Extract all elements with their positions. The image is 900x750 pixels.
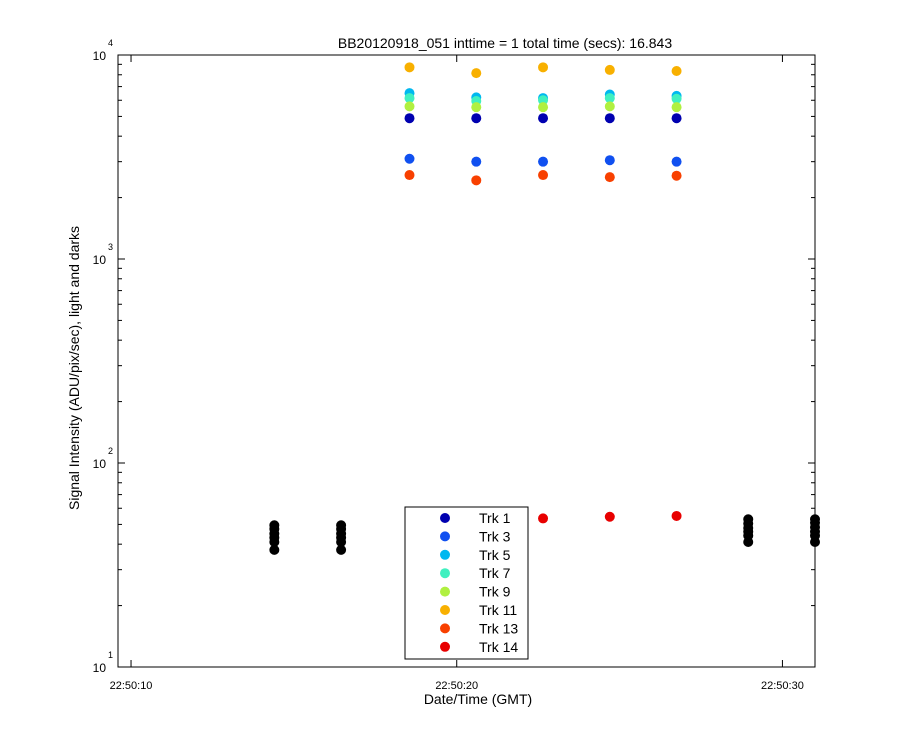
point-trk-1 — [671, 113, 682, 124]
legend-marker-trk-5 — [440, 549, 450, 560]
x-tick-label: 22:50:10 — [110, 680, 153, 692]
legend-label-trk-7: Trk 7 — [479, 565, 511, 581]
y-tick-exponent: 2 — [108, 446, 113, 456]
point-trk-11 — [604, 64, 615, 75]
dark-point — [743, 536, 754, 547]
point-trk-3 — [604, 155, 615, 166]
point-trk-7 — [404, 93, 415, 104]
point-trk-9 — [604, 101, 615, 112]
y-tick-label: 10 — [93, 49, 107, 63]
point-trk-11 — [671, 65, 682, 76]
point-trk-14 — [604, 511, 615, 522]
legend-label-trk-1: Trk 1 — [479, 510, 511, 526]
x-tick-label: 22:50:30 — [761, 680, 804, 692]
dark-point — [336, 536, 347, 547]
legend-label-trk-13: Trk 13 — [479, 620, 518, 636]
legend-marker-trk-7 — [440, 568, 450, 579]
y-tick-label: 10 — [93, 253, 107, 267]
point-trk-11 — [471, 68, 482, 79]
point-trk-9 — [471, 102, 482, 113]
point-trk-9 — [671, 102, 682, 113]
point-trk-14 — [538, 513, 549, 524]
legend-label-trk-5: Trk 5 — [479, 547, 511, 563]
point-trk-3 — [538, 156, 549, 167]
legend-label-trk-9: Trk 9 — [479, 584, 511, 600]
point-trk-14 — [671, 510, 682, 521]
point-trk-13 — [604, 172, 615, 183]
y-tick-exponent: 1 — [108, 650, 113, 660]
point-trk-13 — [538, 170, 549, 181]
point-trk-1 — [604, 113, 615, 124]
point-trk-1 — [538, 113, 549, 124]
y-tick-exponent: 3 — [108, 242, 113, 252]
legend-marker-trk-3 — [440, 531, 450, 542]
legend: Trk 1 Trk 3 Trk 5 Trk 7 Trk 9 Trk 11 Trk 13 Trk… — [404, 506, 529, 660]
point-trk-3 — [671, 156, 682, 167]
plot-frame — [117, 54, 816, 668]
legend-marker-trk-13 — [440, 623, 450, 634]
legend-marker-trk-11 — [440, 605, 450, 615]
point-trk-1 — [471, 113, 482, 124]
point-trk-11 — [404, 62, 415, 73]
legend-marker-trk-1 — [440, 513, 450, 523]
dark-point — [336, 544, 347, 555]
legend-label-trk-14: Trk 14 — [479, 639, 518, 655]
legend-box — [404, 506, 529, 660]
data-points — [269, 62, 820, 555]
point-trk-11 — [538, 62, 549, 73]
y-tick-label: 10 — [93, 457, 107, 471]
point-trk-7 — [604, 93, 615, 104]
dark-point — [269, 544, 280, 555]
point-trk-9 — [404, 101, 415, 112]
y-axis-label: Signal Intensity (ADU/pix/sec), light an… — [66, 226, 82, 510]
legend-marker-trk-9 — [440, 586, 450, 597]
y-tick-exponent: 4 — [108, 38, 113, 48]
point-trk-9 — [538, 102, 549, 113]
x-tick-label: 22:50:20 — [435, 680, 478, 692]
point-trk-7 — [538, 95, 549, 106]
point-trk-3 — [404, 153, 415, 164]
dark-point — [269, 536, 280, 547]
point-trk-13 — [671, 170, 682, 181]
y-tick-label: 10 — [93, 661, 107, 675]
x-axis-label: Date/Time (GMT) — [424, 691, 532, 707]
point-trk-3 — [471, 156, 482, 167]
point-trk-13 — [404, 170, 415, 181]
legend-marker-trk-14 — [440, 641, 450, 652]
point-trk-7 — [671, 93, 682, 104]
point-trk-13 — [471, 175, 482, 186]
point-trk-1 — [404, 113, 415, 124]
legend-label-trk-3: Trk 3 — [479, 528, 511, 544]
legend-label-trk-11: Trk 11 — [479, 602, 517, 618]
chart-title: BB20120918_051 inttime = 1 total time (s… — [338, 35, 672, 51]
